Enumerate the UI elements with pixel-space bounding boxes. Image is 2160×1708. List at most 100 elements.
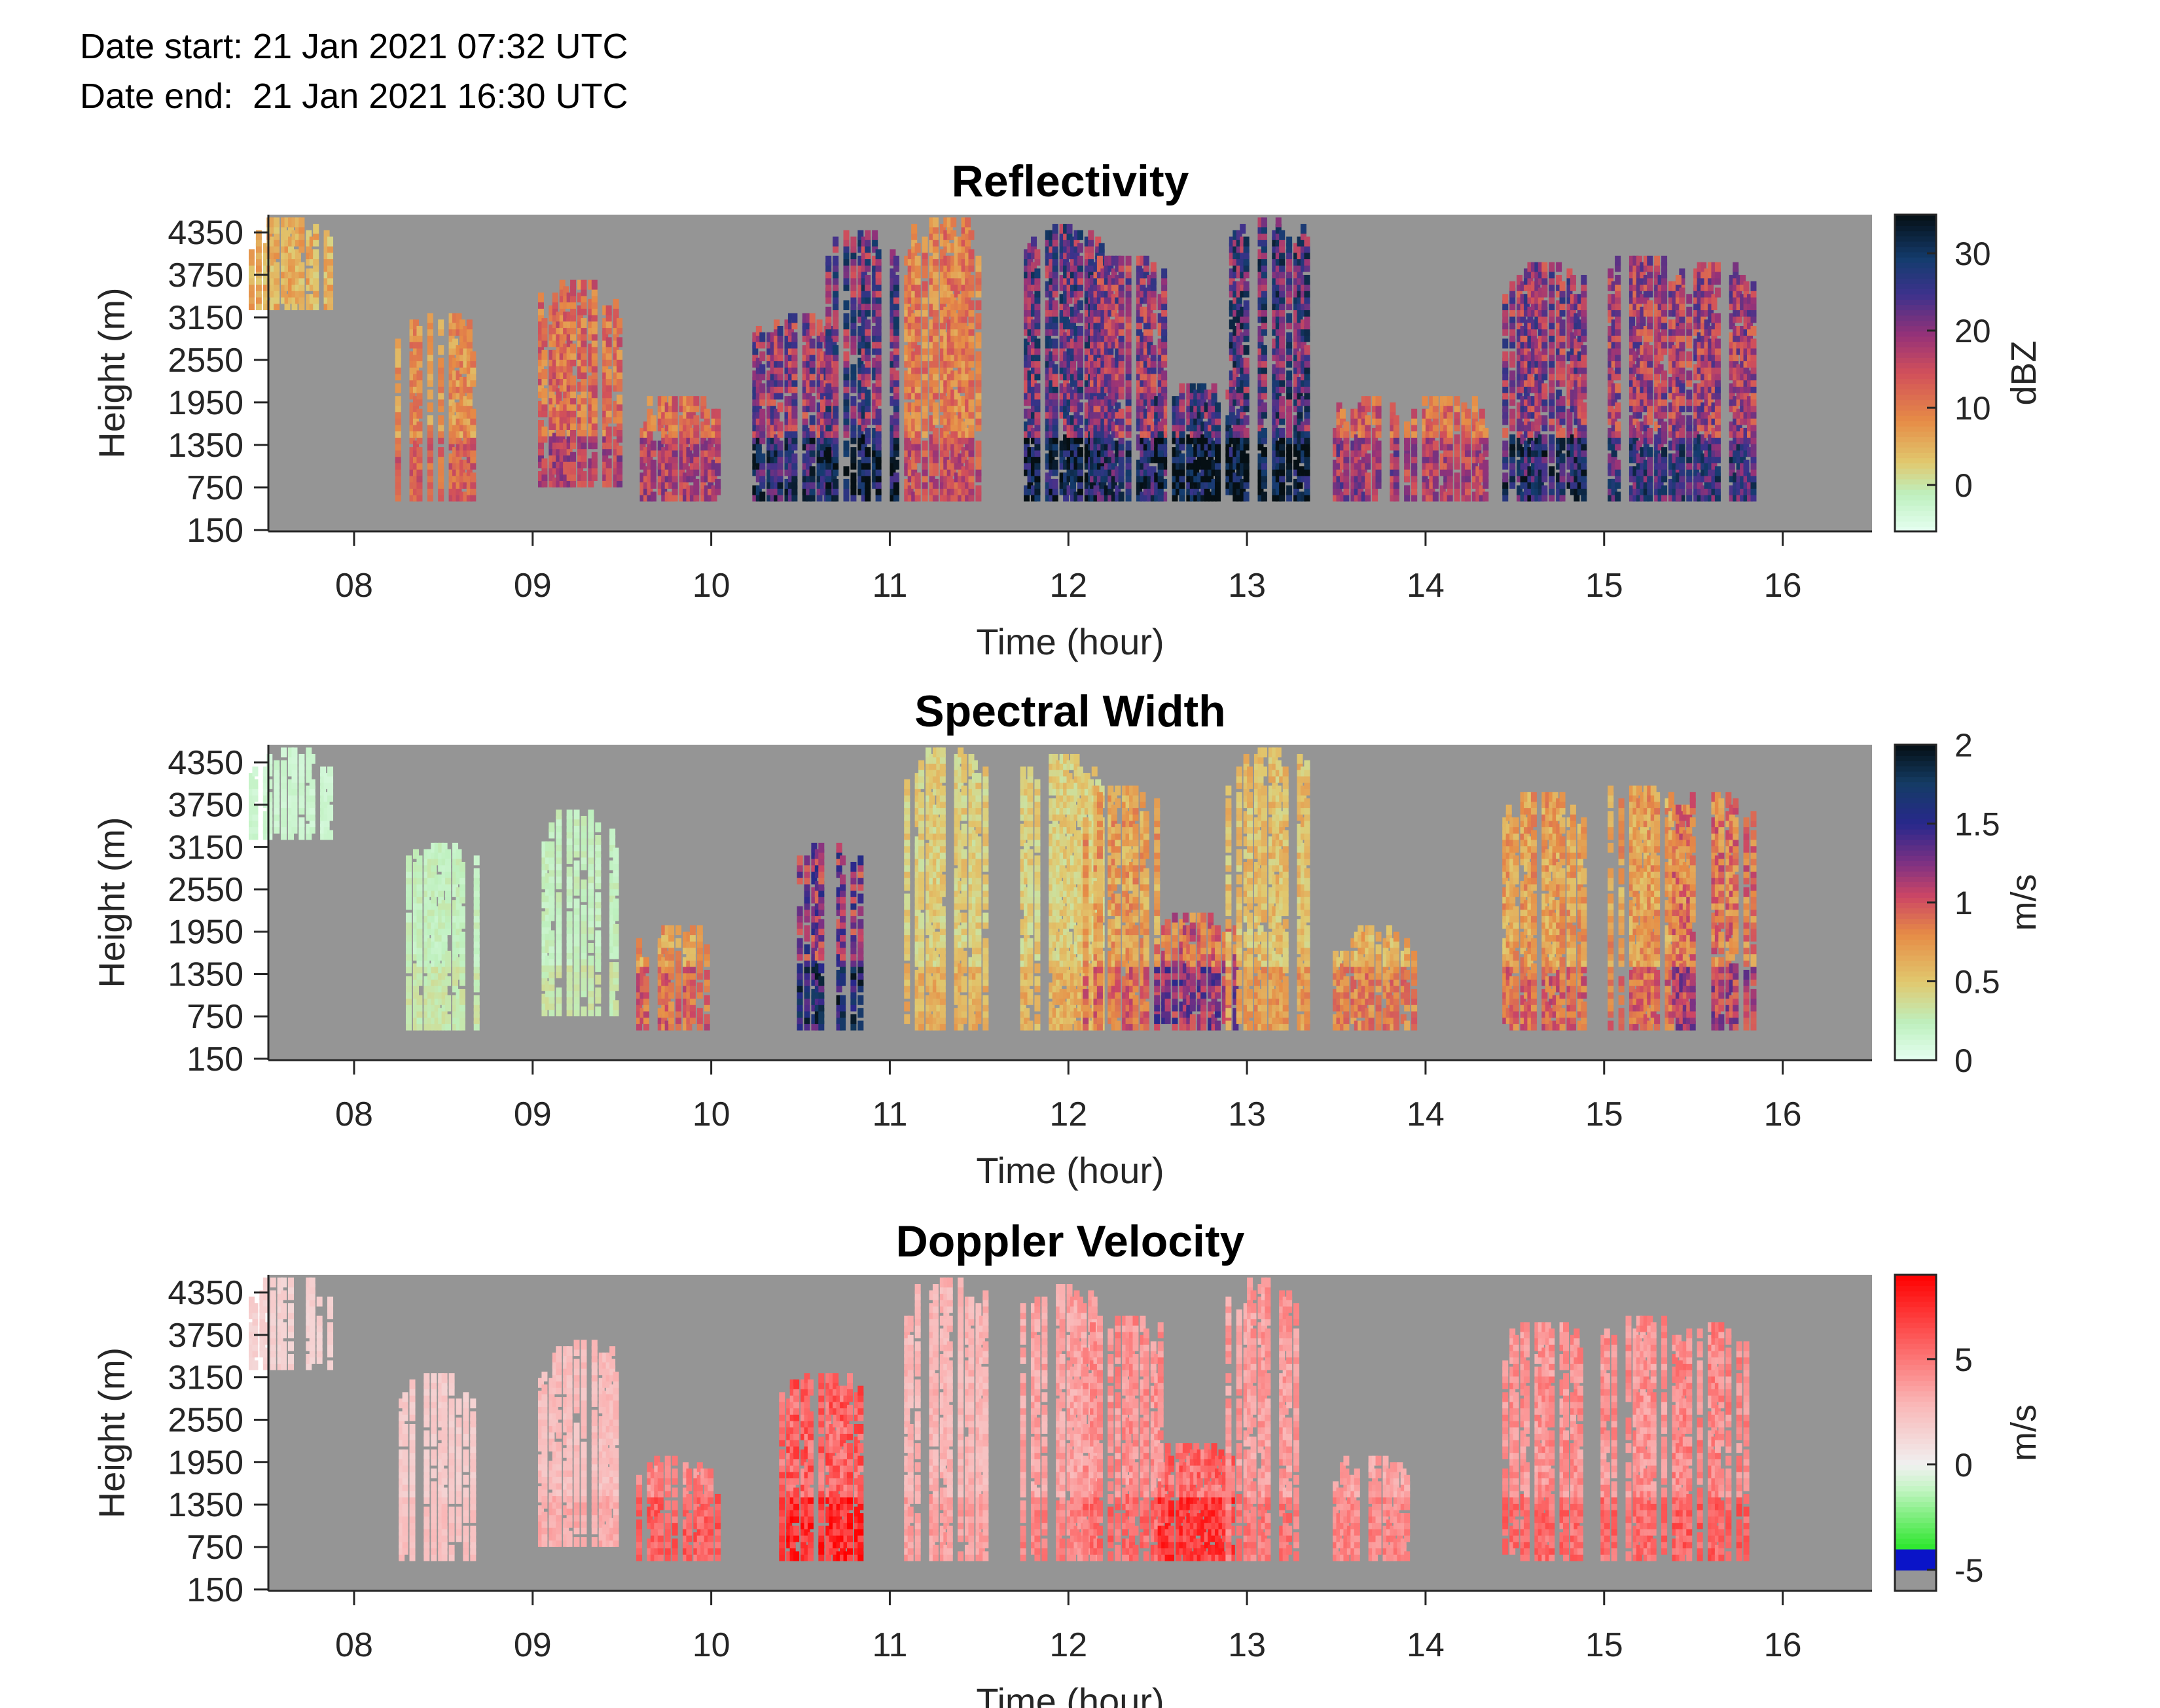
echo-cell <box>606 337 612 347</box>
echo-cell <box>1161 370 1167 380</box>
echo-cell <box>1343 421 1349 431</box>
echo-cell <box>975 332 981 342</box>
echo-cell <box>1286 313 1292 323</box>
echo-cell <box>313 224 319 234</box>
echo-cell <box>617 446 622 455</box>
echo-cell <box>865 428 871 438</box>
echo-cell <box>427 402 433 412</box>
echo-cell <box>1244 358 1250 368</box>
echo-cell <box>850 396 856 406</box>
echo-cell <box>552 293 558 302</box>
echo-cell <box>651 491 657 501</box>
echo-cell <box>1151 313 1157 323</box>
echo-cell <box>865 275 871 285</box>
echo-cell <box>592 452 598 462</box>
echo-cell <box>606 427 612 436</box>
echo-cell <box>416 326 422 336</box>
echo-cell <box>893 275 899 285</box>
echo-cell <box>715 479 721 489</box>
echo-cell <box>438 415 444 425</box>
echo-cell <box>541 388 547 398</box>
echo-cell <box>833 256 838 266</box>
echo-cell <box>1077 428 1083 438</box>
echo-cell <box>274 217 279 227</box>
echo-cell <box>395 396 401 406</box>
echo-cell <box>1067 224 1073 234</box>
echo-cell <box>570 376 576 385</box>
echo-cell <box>825 383 831 393</box>
echo-cell <box>1261 447 1267 457</box>
echo-cell <box>249 249 255 259</box>
echo-cell <box>617 318 622 328</box>
echo-cell <box>438 345 444 355</box>
echo-cell <box>1034 268 1040 278</box>
echo-cell <box>1244 454 1250 463</box>
echo-cell <box>791 332 797 342</box>
panel-refl: 08 09 10 11 12 13 14 15 161507501350195025503150… <box>91 156 2043 662</box>
echo-cell <box>606 369 612 379</box>
echo-cell <box>1261 345 1267 355</box>
echo-cell <box>1212 383 1217 393</box>
echo-cell <box>968 275 974 285</box>
echo-cell <box>1119 256 1125 266</box>
echo-cell <box>922 440 928 450</box>
echo-cell <box>1240 224 1246 234</box>
echo-cell <box>1053 479 1058 489</box>
echo-cell <box>470 351 476 361</box>
echo-cell <box>416 370 422 380</box>
echo-cell <box>876 249 882 259</box>
echo-cell <box>1119 491 1125 501</box>
echo-cell <box>1411 409 1417 419</box>
echo-cell <box>541 427 547 436</box>
echo-cell <box>759 491 765 501</box>
echo-cell <box>759 409 765 419</box>
echo-cell <box>933 217 939 227</box>
echo-cell <box>647 396 653 406</box>
echo-cell <box>1244 345 1250 355</box>
echo-cell <box>759 454 765 463</box>
echo-cell <box>844 313 850 323</box>
echo-cell <box>1244 300 1250 310</box>
echo-cell <box>1215 402 1221 412</box>
echo-cell <box>1261 217 1267 227</box>
echo-cell <box>915 472 921 482</box>
echo-cell <box>715 409 721 419</box>
echo-cell <box>1365 396 1371 406</box>
echo-cell <box>833 479 838 489</box>
echo-cell <box>617 337 622 347</box>
echo-cell <box>1279 396 1285 406</box>
echo-cell <box>298 262 304 272</box>
echo-cell <box>915 243 921 253</box>
echo-cell <box>693 415 699 425</box>
echo-cell <box>1376 396 1382 406</box>
echo-cell <box>850 364 856 374</box>
echo-cell <box>1151 345 1157 355</box>
echo-cell <box>1304 275 1310 285</box>
echo-cell <box>922 237 928 247</box>
echo-cell <box>1286 486 1292 495</box>
echo-cell <box>872 230 878 240</box>
echo-cell <box>1261 491 1267 501</box>
echo-cell <box>606 306 612 315</box>
echo-cell <box>1034 338 1040 348</box>
echo-cell <box>693 396 699 406</box>
echo-cell <box>759 351 765 361</box>
echo-cell <box>274 262 279 272</box>
echo-cell <box>617 395 622 404</box>
echo-cell <box>1034 249 1040 259</box>
echo-cell <box>911 224 917 234</box>
echo-cell <box>1119 409 1125 419</box>
echo-cell <box>933 402 939 412</box>
echo-cell <box>915 345 921 355</box>
echo-cell <box>778 402 783 412</box>
echo-cell <box>538 293 544 302</box>
echo-cell <box>1161 268 1167 278</box>
echo-cell <box>1077 300 1083 310</box>
echo-cell <box>778 421 783 431</box>
echo-cell <box>1053 300 1058 310</box>
echo-cell <box>810 313 816 323</box>
echo-cell <box>1301 224 1306 234</box>
echo-cell <box>1365 472 1371 482</box>
echo-cell <box>825 256 831 266</box>
echo-cell <box>541 318 547 328</box>
